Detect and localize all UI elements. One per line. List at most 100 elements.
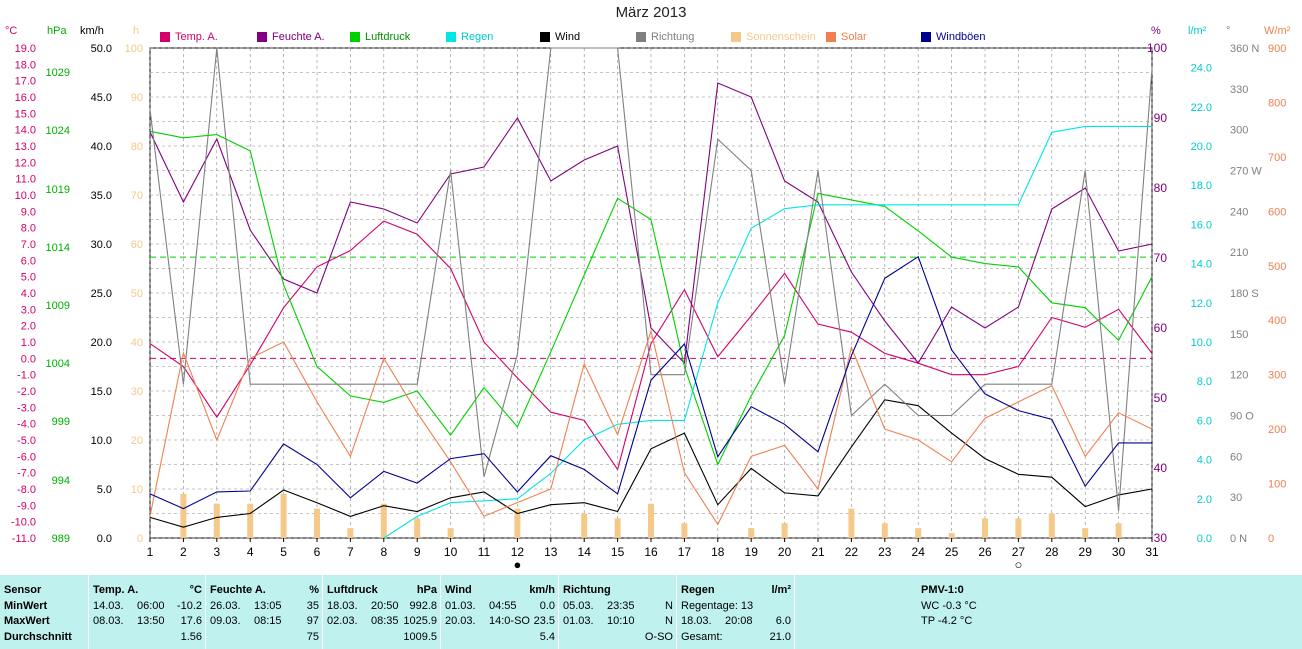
series-line-luftdruck: [149, 130, 1153, 466]
wind-max-time: 14:0-SO: [489, 615, 530, 627]
sunshine-bar: [648, 503, 654, 538]
axis-temp-label: -2.0: [17, 386, 36, 398]
sunshine-bar: [1048, 513, 1055, 538]
axis-rain-label: 18.0: [1191, 180, 1212, 192]
wind-avg-value: 5.4: [539, 631, 555, 643]
luftdruck-max-date: 02.03.: [327, 615, 358, 627]
sunshine-bar: [514, 508, 521, 538]
header-temp: Temp. A.: [93, 584, 139, 596]
axis-wind-label: 5.0: [97, 484, 112, 496]
axis-wind-label: 20.0: [91, 337, 112, 349]
axis-sunshine-label: 40: [131, 337, 143, 349]
series-line-temp-a-: [149, 220, 1153, 471]
sunshine-bar: [881, 523, 888, 538]
legend-label: Richtung: [651, 31, 695, 43]
temp-avg-value: 1.56: [180, 631, 202, 643]
header-richtung: Richtung: [563, 584, 611, 596]
axis-temp-label: 0.0: [21, 353, 36, 365]
luftdruck-min-time: 20:50: [371, 600, 399, 612]
axis-wind-label: 0.0: [97, 533, 112, 545]
unit-direction: °: [1226, 25, 1231, 37]
axis-temp-label: -7.0: [17, 468, 36, 480]
axis-pressure-label: 994: [52, 475, 70, 487]
axis-solar-label: 0: [1268, 533, 1274, 545]
legend-label: Luftdruck: [365, 31, 411, 43]
x-tick-label: 27: [1012, 545, 1026, 559]
series-line-windb-en: [149, 255, 1152, 510]
legend-swatch: [540, 32, 550, 42]
legend-swatch: [636, 32, 646, 42]
axis-temp-label: -5.0: [17, 435, 36, 447]
legend-item: Luftdruck: [350, 31, 410, 43]
wind-min-date: 01.03.: [445, 600, 476, 612]
unit-pressure: hPa: [47, 25, 67, 37]
x-tick-label: 2: [180, 545, 187, 559]
axis-temp-label: 6.0: [21, 255, 36, 267]
x-tick-label: 17: [678, 545, 692, 559]
sunshine-bar: [447, 528, 454, 538]
col-regen: Regen l/m² Regentage: 13 18.03. 20:08 6.0 G…: [676, 575, 795, 649]
luftdruck-avg-value: 1009.5: [403, 631, 437, 643]
legend-label: Windböen: [936, 31, 986, 43]
axis-wind-label: 35.0: [91, 190, 112, 202]
axis-direction-label: 30: [1230, 492, 1242, 504]
unit-wind-table: km/h: [529, 584, 555, 596]
richtung-min-time: 23:35: [607, 600, 635, 612]
axis-temp-label: 10.0: [15, 190, 36, 202]
axis-temp-label: 18.0: [15, 59, 36, 71]
axis-direction-label: 90 O: [1230, 411, 1254, 423]
sunshine-bar: [1015, 518, 1022, 538]
axis-solar-label: 300: [1268, 370, 1286, 382]
sunshine-bar: [280, 493, 287, 538]
axis-solar-label: 800: [1268, 97, 1286, 109]
richtung-min-value: N: [665, 600, 673, 612]
x-tick-label: 5: [280, 545, 287, 559]
axis-temp-label: 3.0: [21, 304, 36, 316]
x-tick-label: 8: [380, 545, 387, 559]
axis-sunshine-label: 70: [131, 190, 143, 202]
richtung-max-date: 01.03.: [563, 615, 594, 627]
col-feuchte: Feuchte A.% 26.03. 13:05 35 09.03. 08:15 97 …: [205, 575, 323, 649]
x-tick-label: 28: [1045, 545, 1059, 559]
sunshine-bar: [848, 508, 855, 538]
unit-humidity: %: [1151, 25, 1161, 37]
sunshine-bar: [1115, 523, 1122, 538]
axis-sunshine-label: 100: [125, 43, 143, 55]
axis-temp-label: 13.0: [15, 141, 36, 153]
legend-label: Solar: [841, 31, 867, 43]
header-wind: Wind: [445, 584, 472, 596]
axis-direction-label: 270 W: [1230, 166, 1262, 178]
axis-wind-label: 15.0: [91, 386, 112, 398]
axis-direction-label: 120: [1230, 370, 1248, 382]
axis-pressure-label: 1004: [46, 358, 70, 370]
axis-pressure-label: 1029: [46, 67, 70, 79]
richtung-max-time: 10:10: [607, 615, 635, 627]
col-wind: Wind km/h 01.03. 04:55 0.0 20.03. 14:0-SO 23.…: [440, 575, 559, 649]
axis-rain-label: 4.0: [1197, 455, 1212, 467]
axis-wind-label: 40.0: [91, 141, 112, 153]
sunshine-bar: [180, 493, 187, 538]
regen-total-value: 21.0: [769, 631, 791, 643]
col-richtung: Richtung 05.03. 23:35 N 01.03. 10:10 N O-SO: [558, 575, 677, 649]
axis-direction-label: 240: [1230, 206, 1248, 218]
axis-solar-label: 700: [1268, 152, 1286, 164]
axis-sunshine-label: 0: [137, 533, 143, 545]
axis-humidity-label: 100: [1147, 41, 1167, 55]
luftdruck-min-date: 18.03.: [327, 600, 358, 612]
x-tick-label: 21: [811, 545, 825, 559]
legend-item: Wind: [540, 31, 580, 43]
sunshine-bar: [581, 513, 588, 538]
x-tick-label: 4: [247, 545, 254, 559]
axis-temp-label: -4.0: [17, 419, 36, 431]
col-pmv: PMV-1:0 WC -0.3 °C TP -4.2 °C: [794, 575, 1302, 649]
x-tick-label: 24: [912, 545, 926, 559]
x-tick-label: 12: [511, 545, 525, 559]
legend-item: Sonnenschein: [731, 31, 816, 43]
sunshine-bar: [213, 503, 220, 538]
wind-min-time: 04:55: [489, 600, 517, 612]
legend-label: Regen: [461, 31, 494, 43]
feuchte-min-time: 13:05: [254, 600, 282, 612]
sunshine-bar: [414, 518, 421, 538]
x-tick-label: 19: [745, 545, 759, 559]
row-label-min: MinWert: [4, 600, 48, 612]
